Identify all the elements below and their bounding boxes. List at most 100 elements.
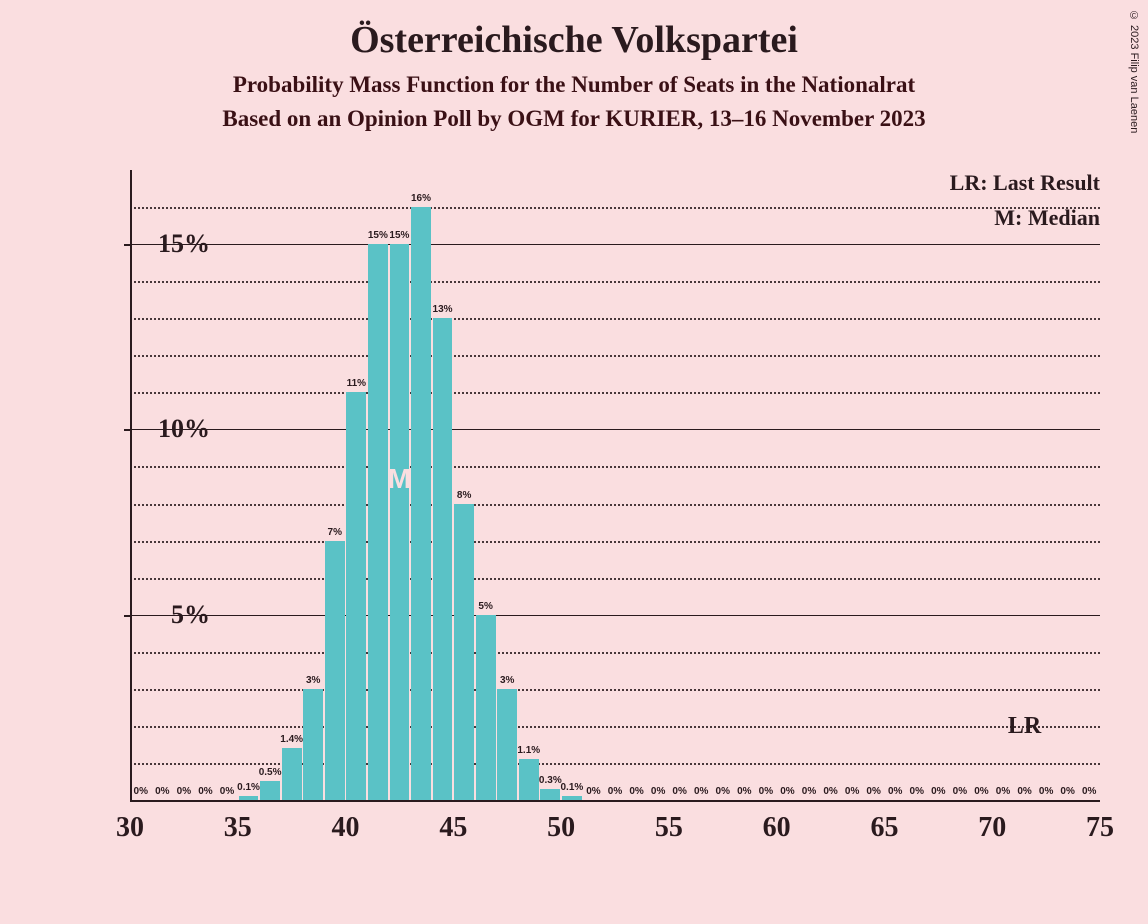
bar-value-label: 0%	[586, 786, 600, 797]
histogram-bar	[282, 748, 302, 800]
copyright-text: © 2023 Filip van Laenen	[1128, 10, 1140, 133]
bar-value-label: 0%	[953, 786, 967, 797]
bar-value-label: 0%	[1017, 786, 1031, 797]
x-axis-label: 35	[224, 812, 252, 844]
histogram-bar	[368, 244, 388, 800]
title-block: Österreichische Volkspartei Probability …	[0, 0, 1148, 132]
bar-value-label: 1.4%	[280, 734, 303, 745]
bar-value-label: 0%	[845, 786, 859, 797]
gridline-minor	[130, 466, 1100, 468]
gridline-minor	[130, 541, 1100, 543]
bar-value-label: 0%	[996, 786, 1010, 797]
gridline-minor	[130, 763, 1100, 765]
y-tick	[124, 244, 130, 246]
bar-value-label: 0.3%	[539, 775, 562, 786]
x-axis-label: 45	[439, 812, 467, 844]
bar-value-label: 5%	[478, 601, 492, 612]
bar-value-label: 0%	[888, 786, 902, 797]
chart-container: LR: Last Result M: Median 0%0%0%0%0%0.1%…	[60, 160, 1120, 860]
y-axis	[130, 170, 132, 800]
histogram-bar	[433, 318, 453, 800]
bar-value-label: 0%	[737, 786, 751, 797]
bar-value-label: 3%	[306, 675, 320, 686]
bar-value-label: 0%	[931, 786, 945, 797]
x-axis-label: 75	[1086, 812, 1114, 844]
histogram-bar	[497, 689, 517, 800]
y-axis-label: 5%	[171, 600, 210, 630]
gridline-major	[130, 615, 1100, 616]
subtitle-1: Probability Mass Function for the Number…	[0, 72, 1148, 98]
histogram-bar	[540, 789, 560, 800]
x-axis	[130, 800, 1100, 802]
bar-value-label: 8%	[457, 490, 471, 501]
bar-value-label: 0%	[629, 786, 643, 797]
bar-value-label: 0%	[672, 786, 686, 797]
bar-value-label: 0.5%	[259, 767, 282, 778]
histogram-bar	[476, 615, 496, 800]
gridline-minor	[130, 726, 1100, 728]
median-marker: M	[388, 463, 411, 495]
histogram-bar	[325, 541, 345, 800]
bar-value-label: 0%	[910, 786, 924, 797]
bar-value-label: 0%	[177, 786, 191, 797]
x-axis-label: 30	[116, 812, 144, 844]
bar-value-label: 0%	[823, 786, 837, 797]
y-axis-label: 15%	[158, 229, 210, 259]
x-axis-label: 55	[655, 812, 683, 844]
bar-value-label: 0%	[802, 786, 816, 797]
y-tick	[124, 615, 130, 617]
gridline-minor	[130, 281, 1100, 283]
bar-value-label: 0%	[1060, 786, 1074, 797]
x-axis-label: 50	[547, 812, 575, 844]
histogram-bar	[519, 759, 539, 800]
bar-value-label: 0%	[608, 786, 622, 797]
bar-value-label: 13%	[433, 304, 453, 315]
bar-value-label: 0%	[198, 786, 212, 797]
bar-value-label: 0%	[866, 786, 880, 797]
y-axis-label: 10%	[158, 414, 210, 444]
gridline-minor	[130, 207, 1100, 209]
bar-value-label: 0%	[220, 786, 234, 797]
page-title: Österreichische Volkspartei	[0, 18, 1148, 62]
bar-value-label: 0%	[155, 786, 169, 797]
last-result-marker: LR	[1008, 713, 1041, 740]
bar-value-label: 15%	[389, 230, 409, 241]
histogram-bar	[260, 781, 280, 800]
x-axis-label: 65	[870, 812, 898, 844]
plot-area: 0%0%0%0%0%0.1%0.5%1.4%3%7%11%15%15%16%13…	[130, 170, 1100, 800]
bar-value-label: 0%	[651, 786, 665, 797]
histogram-bar	[303, 689, 323, 800]
gridline-minor	[130, 578, 1100, 580]
bar-value-label: 15%	[368, 230, 388, 241]
bar-value-label: 0%	[1039, 786, 1053, 797]
subtitle-2: Based on an Opinion Poll by OGM for KURI…	[0, 106, 1148, 132]
gridline-major	[130, 429, 1100, 430]
x-axis-label: 70	[978, 812, 1006, 844]
bar-value-label: 0%	[780, 786, 794, 797]
bar-value-label: 0%	[759, 786, 773, 797]
bar-value-label: 0%	[134, 786, 148, 797]
bar-value-label: 16%	[411, 193, 431, 204]
gridline-minor	[130, 355, 1100, 357]
x-axis-label: 40	[332, 812, 360, 844]
bar-value-label: 0.1%	[560, 782, 583, 793]
bar-value-label: 0%	[716, 786, 730, 797]
bar-value-label: 0%	[974, 786, 988, 797]
bar-value-label: 0.1%	[237, 782, 260, 793]
bar-value-label: 0%	[694, 786, 708, 797]
bar-value-label: 3%	[500, 675, 514, 686]
gridline-minor	[130, 689, 1100, 691]
histogram-bar	[390, 244, 410, 800]
y-tick	[124, 429, 130, 431]
gridline-minor	[130, 318, 1100, 320]
bar-value-label: 0%	[1082, 786, 1096, 797]
gridline-minor	[130, 504, 1100, 506]
histogram-bar	[411, 207, 431, 800]
gridline-minor	[130, 652, 1100, 654]
x-axis-label: 60	[763, 812, 791, 844]
gridline-major	[130, 244, 1100, 245]
bar-value-label: 11%	[347, 378, 366, 389]
histogram-bar	[346, 392, 366, 800]
histogram-bar	[454, 504, 474, 800]
gridline-minor	[130, 392, 1100, 394]
